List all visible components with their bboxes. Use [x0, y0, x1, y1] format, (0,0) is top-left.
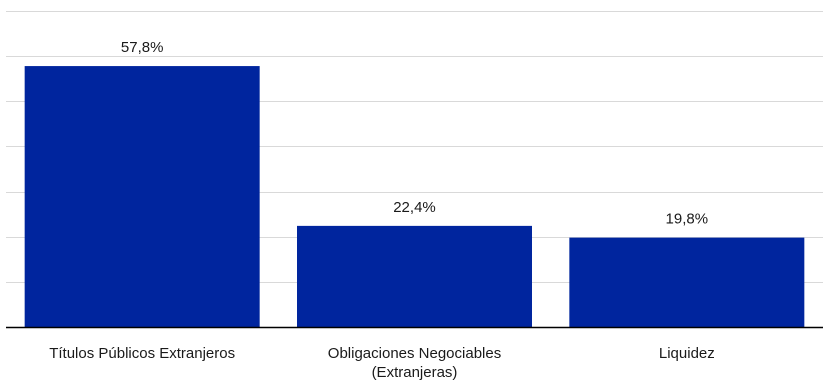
category-axis-labels: Títulos Públicos Extranjeros Obligaciones…	[49, 345, 715, 381]
bar	[24, 66, 260, 328]
category-label: Títulos Públicos Extranjeros	[49, 345, 235, 362]
category-label: Liquidez	[659, 345, 715, 362]
bar	[297, 225, 532, 327]
data-labels: 57,8% 22,4% 19,8%	[121, 39, 708, 228]
data-label: 22,4%	[393, 199, 436, 216]
bar	[569, 237, 805, 327]
data-label: 19,8%	[666, 211, 709, 228]
data-label: 57,8%	[121, 39, 164, 56]
bars	[24, 66, 805, 328]
category-label: Obligaciones Negociables (Extranjeras)	[328, 345, 501, 381]
